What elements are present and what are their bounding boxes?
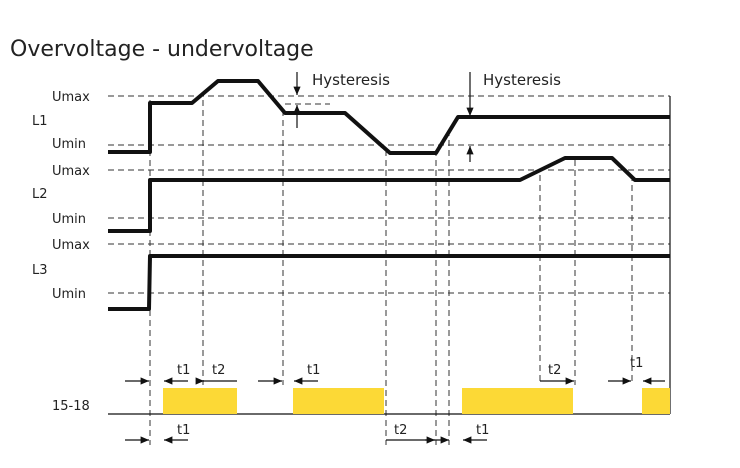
timing-label: t1 <box>177 423 190 438</box>
channel-label: L3 <box>32 263 48 278</box>
hysteresis-arrows <box>293 72 474 162</box>
level-label: Umin <box>52 137 86 152</box>
timing-label: t1 <box>630 356 643 371</box>
l1-trace <box>108 79 670 155</box>
level-label: Umin <box>52 212 86 227</box>
timing-label: t1 <box>177 363 190 378</box>
level-label: Umax <box>52 164 90 179</box>
output-label: 15-18 <box>52 399 90 414</box>
level-label: Umax <box>52 90 90 105</box>
l2-trace <box>108 156 670 233</box>
timing-label: t1 <box>307 363 320 378</box>
channel-label: L2 <box>32 187 48 202</box>
level-label: Umax <box>52 238 90 253</box>
channel-label: L1 <box>32 114 48 129</box>
level-lines <box>108 95 670 294</box>
l3-trace <box>108 254 670 311</box>
hysteresis-label: Hysteresis <box>312 71 390 89</box>
timing-label: t2 <box>548 363 561 378</box>
title: Overvoltage - undervoltage <box>10 37 314 62</box>
timing-label: t2 <box>212 363 225 378</box>
timing-label: t1 <box>476 423 489 438</box>
hysteresis-label: Hysteresis <box>483 71 561 89</box>
output-signal <box>108 96 671 415</box>
timing-arrows <box>125 377 665 444</box>
level-label: Umin <box>52 287 86 302</box>
timing-label: t2 <box>394 423 407 438</box>
